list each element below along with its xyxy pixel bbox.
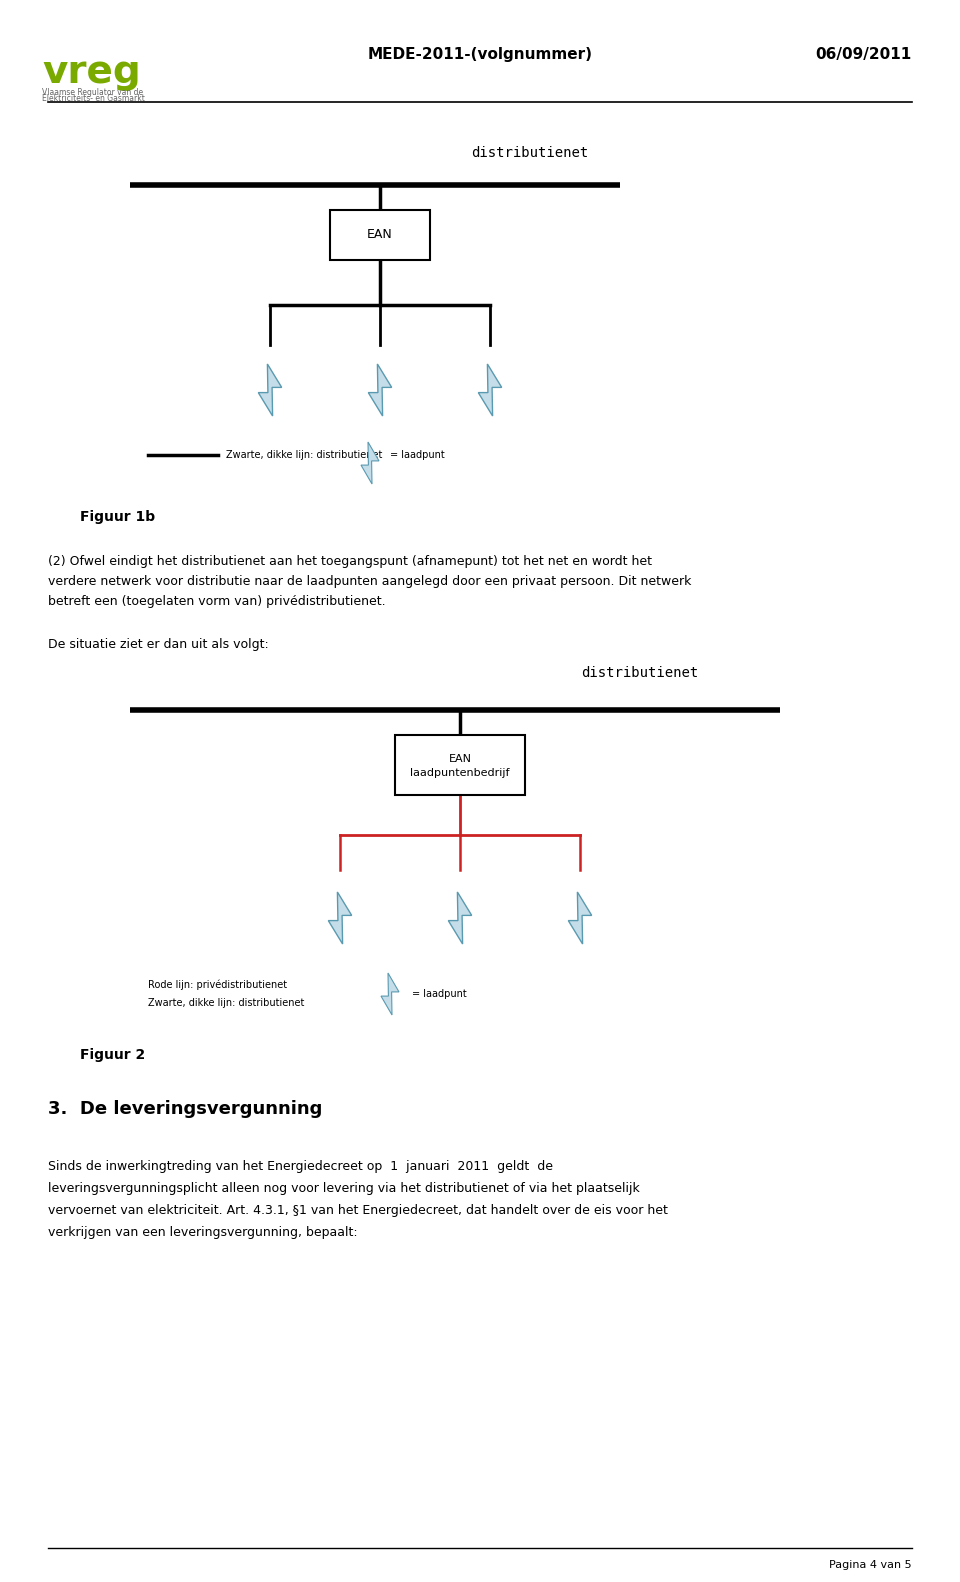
Text: De situatie ziet er dan uit als volgt:: De situatie ziet er dan uit als volgt: (48, 638, 269, 652)
Text: = laadpunt: = laadpunt (390, 449, 444, 460)
Text: = laadpunt: = laadpunt (412, 989, 467, 998)
Text: leveringsvergunningsplicht alleen nog voor levering via het distributienet of vi: leveringsvergunningsplicht alleen nog vo… (48, 1182, 639, 1194)
Text: verkrijgen van een leveringsvergunning, bepaalt:: verkrijgen van een leveringsvergunning, … (48, 1226, 358, 1239)
Text: Elektriciteits- en Gasmarkt: Elektriciteits- en Gasmarkt (42, 93, 145, 103)
Text: Figuur 1b: Figuur 1b (80, 509, 156, 524)
Polygon shape (361, 441, 379, 484)
Polygon shape (448, 892, 471, 944)
Text: Zwarte, dikke lijn: distributienet: Zwarte, dikke lijn: distributienet (226, 449, 382, 460)
Text: Figuur 2: Figuur 2 (80, 1047, 145, 1062)
Bar (330, 210, 430, 259)
Bar (395, 736, 525, 796)
Text: Zwarte, dikke lijn: distributienet: Zwarte, dikke lijn: distributienet (148, 998, 304, 1008)
Polygon shape (568, 892, 591, 944)
Text: (2) Ofwel eindigt het distributienet aan het toegangspunt (afnamepunt) tot het n: (2) Ofwel eindigt het distributienet aan… (48, 555, 652, 568)
Text: verdere netwerk voor distributie naar de laadpunten aangelegd door een privaat p: verdere netwerk voor distributie naar de… (48, 574, 691, 589)
Polygon shape (369, 364, 392, 416)
Text: Sinds de inwerkingtreding van het Energiedecreet op  1  januari  2011  geldt  de: Sinds de inwerkingtreding van het Energi… (48, 1160, 553, 1172)
Polygon shape (328, 892, 351, 944)
Text: Pagina 4 van 5: Pagina 4 van 5 (829, 1560, 912, 1569)
Text: EAN: EAN (367, 228, 393, 242)
Text: 06/09/2011: 06/09/2011 (816, 47, 912, 63)
Polygon shape (381, 973, 399, 1016)
Text: 3.  De leveringsvergunning: 3. De leveringsvergunning (48, 1099, 323, 1118)
Text: EAN: EAN (448, 755, 471, 764)
Polygon shape (258, 364, 281, 416)
Text: laadpuntenbedrijf: laadpuntenbedrijf (410, 767, 510, 778)
Text: betreft een (toegelaten vorm van) privédistributienet.: betreft een (toegelaten vorm van) privéd… (48, 595, 386, 607)
Text: distributienet: distributienet (582, 666, 699, 680)
Polygon shape (478, 364, 502, 416)
Text: vervoernet van elektriciteit. Art. 4.3.1, §1 van het Energiedecreet, dat handelt: vervoernet van elektriciteit. Art. 4.3.1… (48, 1204, 668, 1217)
Text: Vlaamse Regulator van de: Vlaamse Regulator van de (42, 89, 143, 97)
Text: vreg: vreg (42, 54, 141, 92)
Text: Rode lijn: privédistributienet: Rode lijn: privédistributienet (148, 979, 287, 990)
Text: distributienet: distributienet (471, 146, 588, 160)
Text: MEDE-2011-(volgnummer): MEDE-2011-(volgnummer) (368, 47, 592, 63)
